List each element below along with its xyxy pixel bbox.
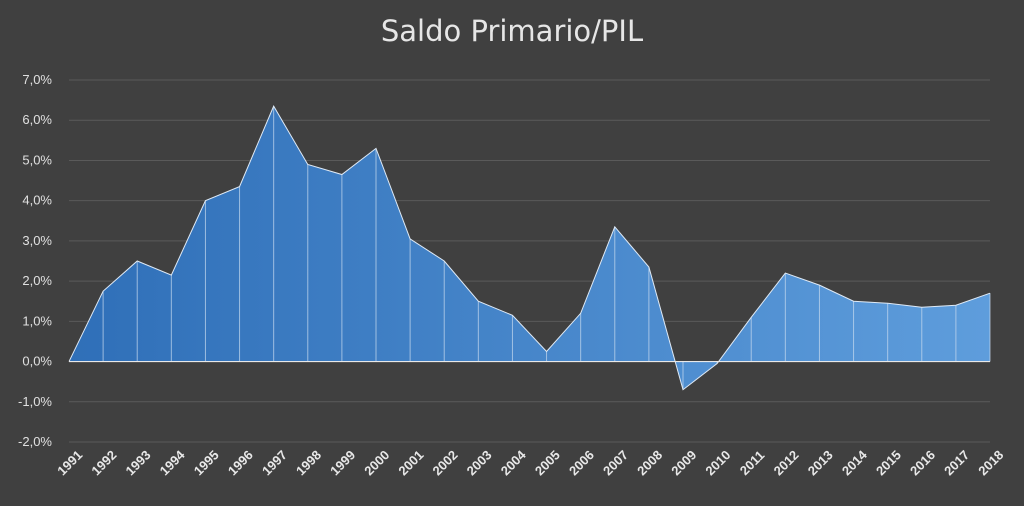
chart-title: Saldo Primario/PIL [380, 14, 644, 48]
x-tick-label: 2014 [839, 447, 871, 479]
x-tick-label: 2016 [907, 447, 938, 478]
y-tick-label: 0,0% [22, 354, 52, 369]
y-tick-label: 7,0% [22, 72, 52, 87]
area-outline [68, 105, 991, 391]
x-tick-label: 2009 [668, 447, 699, 478]
x-tick-label: 2005 [532, 447, 563, 478]
y-tick-label: -1,0% [18, 394, 52, 409]
x-tick-label: 1992 [88, 447, 119, 478]
x-tick-label: 2001 [395, 447, 426, 478]
x-tick-label: 2012 [771, 447, 802, 478]
x-tick-label: 2008 [634, 447, 665, 478]
x-tick-label: 1991 [54, 447, 85, 478]
x-tick-label: 2002 [430, 447, 461, 478]
x-tick-label: 2018 [975, 447, 1006, 478]
x-tick-label: 2010 [702, 447, 733, 478]
x-tick-label: 2000 [361, 447, 392, 478]
y-tick-label: -2,0% [18, 434, 52, 449]
x-tick-label: 2011 [737, 448, 768, 479]
y-tick-label: 1,0% [22, 313, 52, 328]
x-tick-label: 2015 [873, 447, 904, 478]
x-tick-label: 1994 [157, 447, 189, 479]
x-tick-label: 2004 [498, 447, 530, 479]
x-tick-label: 1995 [191, 447, 222, 478]
x-tick-label: 1998 [293, 447, 324, 478]
x-tick-label: 2013 [805, 447, 836, 478]
x-tick-label: 1997 [259, 447, 290, 478]
y-tick-label: 4,0% [22, 193, 52, 208]
x-tick-label: 2006 [566, 447, 597, 478]
area-series [69, 106, 990, 390]
x-tick-label: 1993 [123, 447, 154, 478]
y-tick-label: 3,0% [22, 233, 52, 248]
x-tick-label: 2017 [941, 447, 972, 478]
y-tick-label: 5,0% [22, 152, 52, 167]
x-tick-label: 2007 [600, 447, 631, 478]
y-tick-label: 6,0% [22, 112, 52, 127]
x-tick-label: 1996 [225, 447, 256, 478]
x-tick-label: 1999 [327, 447, 358, 478]
y-tick-label: 2,0% [22, 273, 52, 288]
x-tick-label: 2003 [464, 447, 495, 478]
